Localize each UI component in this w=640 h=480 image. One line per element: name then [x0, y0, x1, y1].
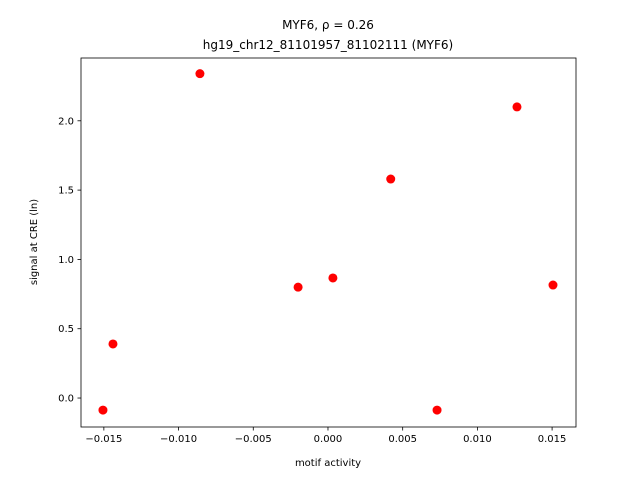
- x-tick-label: 0.010: [463, 434, 492, 445]
- plot-frame: [80, 57, 577, 428]
- y-tick-label: 1.0: [58, 255, 74, 266]
- y-tick-label: 1.5: [58, 186, 74, 197]
- x-tick-label: −0.005: [235, 434, 272, 445]
- x-tick-label: −0.010: [160, 434, 197, 445]
- x-tick-label: −0.015: [85, 434, 122, 445]
- x-tick-label: 0.000: [314, 434, 343, 445]
- point: [548, 280, 558, 290]
- point: [293, 282, 303, 292]
- point: [432, 405, 442, 415]
- x-tick-label: 0.005: [388, 434, 417, 445]
- point: [512, 102, 522, 112]
- point: [98, 405, 108, 415]
- y-tick-label: 2.0: [58, 116, 74, 127]
- y-tick-label: 0.0: [58, 394, 74, 405]
- point: [386, 174, 396, 184]
- y-axis-label: signal at CRE (ln): [29, 199, 40, 285]
- x-axis-label: motif activity: [295, 458, 361, 469]
- point: [195, 69, 205, 79]
- chart-subtitle: hg19_chr12_81101957_81102111 (MYF6): [203, 38, 453, 52]
- chart-title: MYF6, ρ = 0.26: [282, 18, 374, 32]
- point: [328, 273, 338, 283]
- y-tick-label: 0.5: [58, 324, 74, 335]
- x-tick-label: 0.015: [538, 434, 567, 445]
- point: [108, 339, 118, 349]
